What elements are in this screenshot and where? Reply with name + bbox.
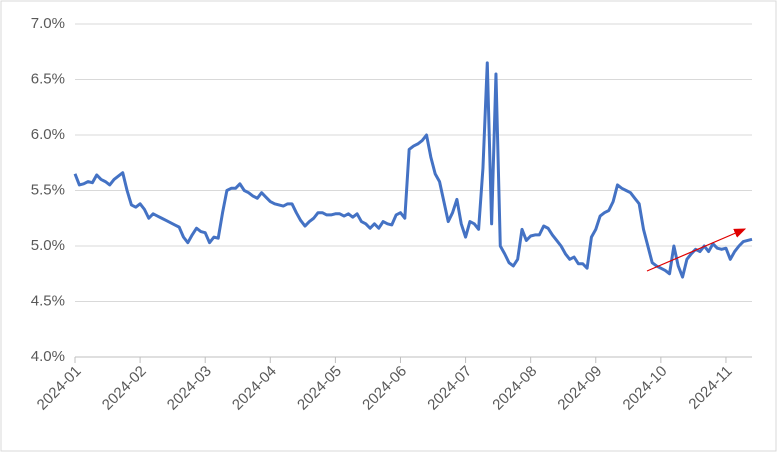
y-tick-label: 5.5% [31, 181, 65, 198]
y-tick-label: 4.0% [31, 348, 65, 365]
chart-border [0, 0, 777, 452]
trend-arrow [646, 228, 747, 272]
y-tick-label: 6.5% [31, 70, 65, 87]
y-tick-label: 7.0% [31, 15, 65, 32]
data-line [73, 61, 753, 279]
y-tick-label: 5.0% [31, 237, 65, 254]
y-tick-label: 4.5% [31, 292, 65, 309]
y-tick-label: 6.0% [31, 126, 65, 143]
